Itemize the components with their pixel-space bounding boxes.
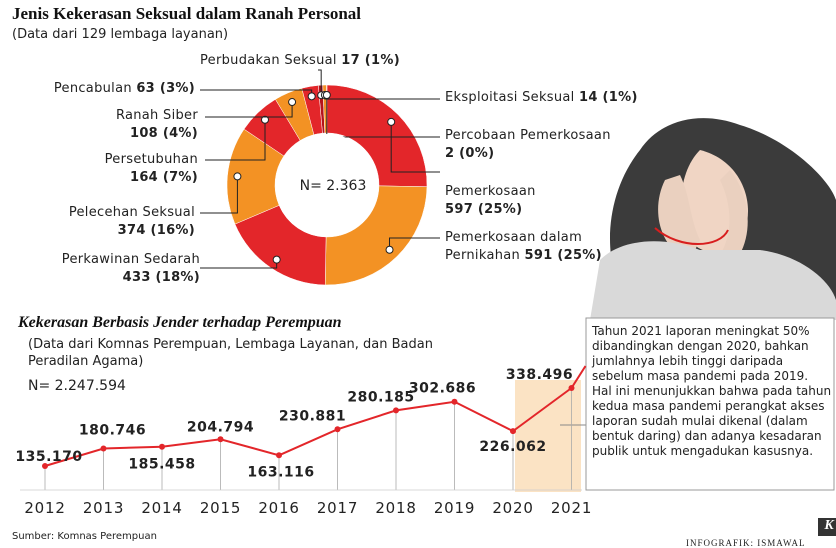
leader-dot (386, 246, 393, 253)
data-point (159, 444, 165, 450)
value-label: 63 (3%) (136, 81, 195, 96)
x-tick-label: 2019 (434, 499, 475, 517)
value-label: 226.062 (479, 439, 546, 455)
value-label: 374 (16%) (118, 223, 195, 238)
value-label: 185.458 (128, 457, 195, 473)
value-label: 302.686 (409, 381, 476, 397)
leader-dot (308, 93, 315, 100)
value-label: 597 (25%) (445, 202, 522, 217)
value-label: 433 (18%) (123, 270, 200, 285)
leader-dot (323, 92, 330, 99)
slice-label: Pencabulan 63 (3%) (54, 80, 195, 98)
credit: INFOGRAFIK: ISMAWAL (686, 538, 806, 548)
x-tick-label: 2021 (551, 499, 592, 517)
category-label: Pemerkosaan (445, 183, 536, 201)
source: Sumber: Komnas Perempuan (12, 528, 157, 545)
x-tick-label: 2020 (492, 499, 533, 517)
center-label: N= 2.363 (300, 178, 367, 194)
leader-dot (388, 118, 395, 125)
data-point (101, 446, 107, 452)
value-label: 135.170 (15, 449, 82, 465)
leader-dot (289, 99, 296, 106)
leader-dot (273, 256, 280, 263)
value-label: 338.496 (506, 367, 573, 383)
illustration (590, 118, 836, 320)
category-label: Perkawinan Sedarah (62, 251, 200, 269)
x-tick-label: 2014 (141, 499, 182, 517)
value-label: 230.881 (279, 408, 346, 424)
data-point (393, 407, 399, 413)
value-label: 591 (25%) (525, 248, 602, 263)
value-label: 164 (7%) (130, 170, 198, 185)
data-point (452, 399, 458, 405)
slice-label: Eksploitasi Seksual 14 (1%) (445, 89, 638, 107)
chart-subtitle: (Data dari 129 lembaga layanan) (12, 26, 228, 43)
x-tick-label: 2016 (258, 499, 299, 517)
category-label: Eksploitasi Seksual (445, 90, 575, 105)
data-point (510, 428, 516, 434)
category-label: Ranah Siber (116, 107, 198, 125)
data-point (335, 426, 341, 432)
category-label: Pencabulan (54, 81, 132, 96)
logo: K (818, 518, 836, 536)
data-point (218, 436, 224, 442)
x-tick-label: 2015 (200, 499, 241, 517)
value-label: 163.116 (247, 464, 314, 480)
value-label: 108 (4%) (130, 126, 198, 141)
x-tick-label: 2012 (24, 499, 65, 517)
value-label: 180.746 (79, 423, 146, 439)
data-point (569, 385, 575, 391)
x-tick-label: 2018 (375, 499, 416, 517)
value-label: 14 (1%) (579, 90, 638, 105)
x-tick-label: 2013 (83, 499, 124, 517)
annotation-text: Tahun 2021 laporan meningkat 50% dibandi… (592, 324, 832, 384)
value-label: 17 (1%) (341, 53, 400, 68)
category-label: Pelecehan Seksual (69, 204, 195, 222)
slice-label: Pemerkosaan dalam Pernikahan 591 (25%) (445, 229, 615, 265)
category-label: Persetubuhan (105, 151, 198, 169)
value-label: 204.794 (187, 419, 254, 435)
chart-subtitle: (Data dari Komnas Perempuan, Lembaga Lay… (28, 336, 468, 370)
annotation-text: Hal ini menunjukkan bahwa pada tahun ked… (592, 384, 832, 459)
infographic: N= 2.363 135.170 2012 180.746 2013 185.458 201… (0, 0, 836, 548)
x-tick-label: 2017 (317, 499, 358, 517)
chart-title: Kekerasan Berbasis Jender terhadap Perem… (18, 314, 342, 332)
chart-title: Jenis Kekerasan Seksual dalam Ranah Pers… (12, 4, 361, 24)
value-label: 2 (0%) (445, 146, 494, 161)
annotation: Tahun 2021 laporan meningkat 50% dibandi… (592, 324, 832, 459)
leader-dot (234, 173, 241, 180)
value-label: 280.185 (347, 389, 414, 405)
data-point (276, 452, 282, 458)
category-label: Perbudakan Seksual (200, 53, 337, 68)
total-label: N= 2.247.594 (28, 378, 126, 395)
slice-label: Perbudakan Seksual 17 (1%) (200, 52, 400, 70)
category-label: Percobaan Pemerkosaan (445, 127, 611, 145)
